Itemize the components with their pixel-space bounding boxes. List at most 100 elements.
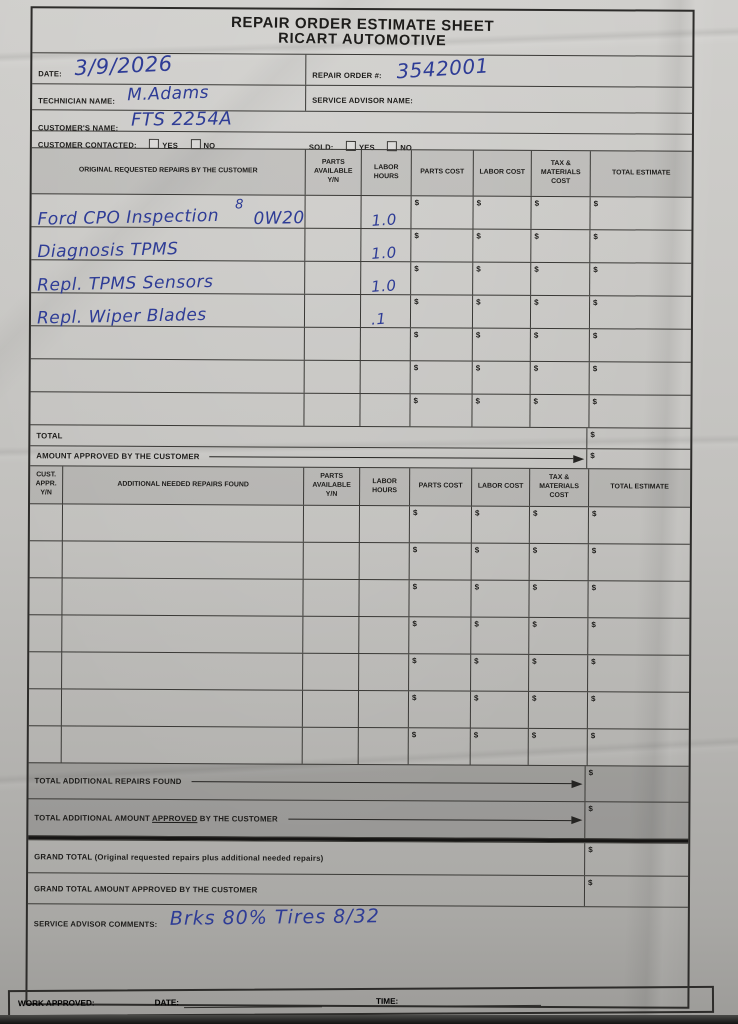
grand-total-approved-label: GRAND TOTAL AMOUNT APPROVED BY THE CUSTO… — [33, 883, 258, 894]
labor-hours-cell — [357, 727, 408, 765]
repair-description — [31, 326, 304, 359]
dollar-sign: $ — [532, 619, 537, 629]
total-estimate-cell: $ — [586, 692, 690, 729]
labor-cost-cell: $ — [471, 361, 530, 394]
additional-description — [61, 504, 304, 542]
total-estimate-cell: $ — [587, 507, 691, 544]
parts-available-cell — [302, 505, 360, 542]
dollar-sign: $ — [533, 330, 539, 340]
parts-available-cell — [304, 195, 361, 228]
service-advisor-label: SERVICE ADVISOR NAME: — [312, 95, 413, 106]
dollar-sign: $ — [412, 545, 418, 555]
dollar-sign: $ — [414, 297, 419, 307]
parts-cost-cell: $ — [408, 506, 472, 543]
grand-total-label: GRAND TOTAL (Original requested repairs … — [34, 851, 324, 863]
dollar-sign: $ — [590, 731, 596, 741]
dollar-sign: $ — [414, 231, 419, 241]
label-suffix: BY THE CUSTOMER — [197, 813, 278, 824]
col-total-estimate: TOTAL ESTIMATE — [589, 151, 692, 197]
repair-description: Ford CPO Inspection 8 0W20 — [31, 194, 305, 230]
technician-label: TECHNICIAN NAME: — [38, 96, 116, 106]
parts-cost-cell: $ — [409, 361, 472, 394]
service-advisor-field: SERVICE ADVISOR NAME: — [305, 85, 693, 113]
total-additional-approved-row: TOTAL ADDITIONAL AMOUNT APPROVED BY THE … — [28, 798, 689, 839]
parts-cost-cell: $ — [409, 295, 473, 328]
dollar-sign: $ — [413, 396, 419, 406]
total-estimate-cell: $ — [587, 581, 690, 618]
labor-hours-value: .1 — [370, 309, 387, 329]
technician-handwritten-value: M.Adams — [127, 82, 210, 106]
parts-available-cell — [303, 360, 360, 393]
form-title: REPAIR ORDER ESTIMATE SHEET RICART AUTOM… — [32, 5, 693, 59]
work-approved-label: WORK APPROVED: — [17, 998, 95, 1009]
repair-note-above: 8 — [235, 197, 244, 213]
parts-cost-cell: $ — [408, 654, 471, 691]
labor-hours-value: 1.0 — [370, 210, 398, 230]
labor-cost-cell: $ — [470, 543, 529, 580]
footer-date-label: DATE: — [154, 998, 180, 1008]
date-field: DATE: 3/9/2026 — [32, 51, 305, 84]
labor-cost-cell: $ — [472, 196, 531, 229]
repair-order-handwritten-value: 3542001 — [395, 53, 490, 84]
total-estimate-cell: $ — [589, 197, 692, 230]
labor-hours-value: 1.0 — [370, 243, 398, 263]
additional-description — [60, 689, 303, 727]
col-parts-cost: PARTS COST — [410, 150, 473, 196]
dollar-sign: $ — [534, 297, 539, 307]
total-additional-approved-label: TOTAL ADDITIONAL AMOUNT APPROVED BY THE … — [28, 813, 278, 823]
total-estimate-cell: $ — [588, 395, 691, 428]
total-estimate-cell: $ — [588, 329, 691, 362]
cust-appr-cell — [30, 541, 62, 577]
col-original-requested-repairs: ORIGINAL REQUESTED REPAIRS BY THE CUSTOM… — [78, 166, 258, 175]
total-estimate-cell: $ — [587, 618, 690, 655]
arrow-head-icon — [573, 454, 585, 463]
arrow-line — [209, 456, 574, 460]
dollar-sign: $ — [591, 509, 597, 519]
tax-materials-cell: $ — [528, 654, 588, 692]
labor-cost-cell: $ — [470, 617, 529, 654]
labor-cost-cell: $ — [471, 295, 531, 328]
work-approved-row: WORK APPROVED: DATE: TIME: — [7, 985, 715, 1018]
amount-approved-label: AMOUNT APPROVED BY THE CUSTOMER — [36, 451, 200, 462]
additional-row-empty: $ $ $ $ — [29, 540, 690, 581]
col-labor-hours: LABOR HOURS — [359, 467, 410, 506]
repair-description — [30, 392, 303, 425]
repair-row-1: Ford CPO Inspection 8 0W20 1.0 $ $ $ $ — [31, 193, 692, 230]
labor-cost-cell: $ — [470, 506, 530, 543]
dollar-sign: $ — [476, 264, 481, 274]
total-estimate-cell: $ — [586, 729, 689, 766]
labor-cost-cell: $ — [469, 728, 528, 765]
footer-time-blank-line — [403, 995, 542, 1007]
labor-cost-cell: $ — [469, 691, 529, 728]
amount-approved-value-cell: $ — [586, 449, 691, 469]
dollar-sign: $ — [532, 508, 538, 518]
parts-cost-cell: $ — [408, 617, 471, 654]
labor-cost-cell: $ — [472, 229, 531, 262]
cust-appr-cell — [29, 578, 61, 614]
repair-row-empty: $ $ $ $ — [30, 358, 691, 395]
total-additional-row: TOTAL ADDITIONAL REPAIRS FOUND $ — [28, 762, 689, 802]
dollar-sign: $ — [531, 693, 537, 703]
tax-materials-cell: $ — [529, 394, 589, 428]
dollar-sign: $ — [413, 330, 419, 340]
dollar-sign: $ — [534, 198, 540, 208]
customer-name-handwritten-value: FTS 2254A — [130, 108, 233, 131]
total-estimate-cell: $ — [588, 362, 691, 395]
dollar-sign: $ — [411, 730, 417, 740]
labor-cost-cell: $ — [470, 654, 529, 691]
dollar-sign: $ — [531, 730, 537, 740]
date-handwritten-value: 3/9/2026 — [73, 51, 174, 81]
title-line-2: RICART AUTOMOTIVE — [278, 30, 447, 50]
col-labor-cost: LABOR COST — [471, 468, 530, 506]
labor-hours-cell: .1 — [359, 294, 411, 329]
dollar-sign: $ — [474, 582, 480, 592]
parts-cost-cell: $ — [409, 394, 472, 427]
additional-description — [61, 615, 303, 653]
dollar-sign: $ — [588, 768, 594, 778]
parts-available-cell — [304, 261, 361, 294]
repair-description-text: Repl. TPMS Sensors — [36, 271, 214, 296]
labor-hours-cell — [357, 690, 409, 728]
labor-cost-cell: $ — [471, 394, 530, 427]
repair-description-text: Ford CPO Inspection — [37, 205, 220, 230]
col-total-estimate: TOTAL ESTIMATE — [588, 469, 691, 507]
